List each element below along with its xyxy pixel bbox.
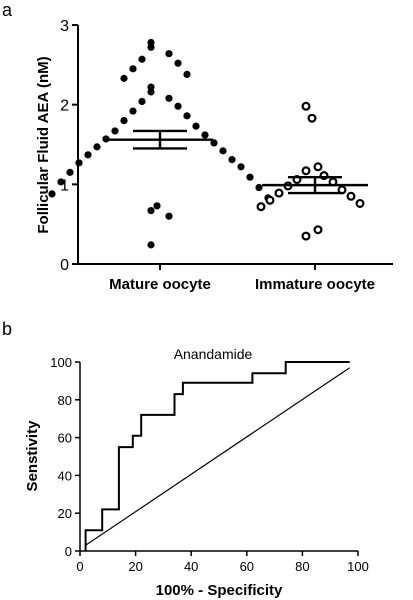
x-tick-label: Immature oocyte [255, 276, 375, 293]
mature-point [75, 159, 83, 167]
mature-point [84, 151, 92, 159]
mature-point [165, 94, 173, 102]
mature-point [219, 147, 227, 155]
mature-point [174, 102, 182, 110]
immature-point [313, 225, 323, 235]
mature-point [111, 127, 119, 135]
mature-point [228, 156, 236, 164]
panel-b-y-label: Senstivity [24, 420, 41, 492]
mature-point [129, 65, 137, 73]
immature-point [301, 231, 311, 241]
panel-b: b 0 20 40 60 80 100 0 20 40 60 80 100 Senstivity 1… [2, 319, 369, 599]
mature-point [147, 88, 155, 96]
immature-point [256, 202, 266, 212]
roc-curve [84, 361, 350, 551]
panel-b-lines [84, 361, 351, 551]
panel-a-y-ticks: 0 1 2 3 [60, 18, 78, 274]
mature-point [237, 163, 245, 171]
mature-point [57, 178, 65, 186]
mature-point [147, 43, 155, 51]
immature-point [346, 191, 356, 201]
mature-point [201, 131, 209, 139]
panel-a: a 0 1 2 3 Follicular Fluid AEA (nM) Mature … [2, 0, 393, 293]
mature-point [153, 202, 161, 210]
panel-a-letter: a [2, 0, 13, 20]
y-tick-label: 20 [58, 506, 72, 521]
panel-a-points [48, 38, 365, 249]
panel-a-mean-sem-bars [107, 129, 368, 195]
panel-b-x-label: 100% - Specificity [156, 582, 283, 599]
x-tick-label: 100 [347, 559, 369, 574]
x-tick-label: Mature oocyte [109, 276, 211, 293]
panel-b-series-label: Anandamide [174, 346, 253, 362]
mature-point [183, 70, 191, 78]
mature-point [192, 122, 200, 130]
immature-point [301, 166, 311, 176]
y-tick-label: 80 [58, 393, 72, 408]
mature-point [120, 117, 128, 125]
mature-point [147, 207, 155, 215]
panel-b-y-ticks: 0 20 40 60 80 100 [50, 355, 80, 559]
x-tick-label: 60 [240, 559, 254, 574]
mature-point [138, 55, 146, 63]
immature-point [313, 162, 323, 172]
y-tick-label: 2 [60, 98, 69, 115]
x-tick-label: 0 [76, 559, 83, 574]
immature-point [355, 198, 365, 208]
mature-point [246, 173, 254, 181]
y-tick-label: 0 [65, 544, 72, 559]
mature-point [210, 139, 218, 147]
mature-point [48, 190, 56, 198]
mature-point [165, 212, 173, 220]
immature-point [307, 113, 317, 123]
mature-point [138, 97, 146, 106]
mature-point [66, 168, 74, 176]
panel-a-y-label: Follicular Fluid AEA (nM) [35, 56, 52, 233]
y-tick-label: 40 [58, 468, 72, 483]
mature-point [120, 74, 128, 82]
y-tick-label: 100 [50, 355, 72, 370]
mature-point [129, 107, 137, 115]
immature-point [265, 195, 275, 205]
x-tick-label: 40 [184, 559, 198, 574]
mature-point [174, 59, 182, 67]
immature-point [301, 101, 311, 111]
panel-b-letter: b [2, 319, 12, 339]
mature-point [147, 241, 155, 249]
y-tick-label: 0 [60, 257, 69, 274]
mature-point [165, 50, 173, 58]
y-tick-label: 3 [60, 18, 69, 35]
y-tick-label: 1 [60, 177, 69, 194]
mature-point [183, 112, 191, 120]
reference-diagonal [85, 367, 351, 546]
immature-point [274, 188, 284, 198]
panel-a-x-ticks: Mature oocyte Immature oocyte [109, 264, 375, 293]
y-tick-label: 60 [58, 431, 72, 446]
panel-b-x-ticks: 0 20 40 60 80 100 [76, 551, 369, 574]
mature-point [93, 143, 101, 151]
mature-point [255, 183, 263, 192]
x-tick-label: 20 [128, 559, 142, 574]
x-tick-label: 80 [295, 559, 309, 574]
